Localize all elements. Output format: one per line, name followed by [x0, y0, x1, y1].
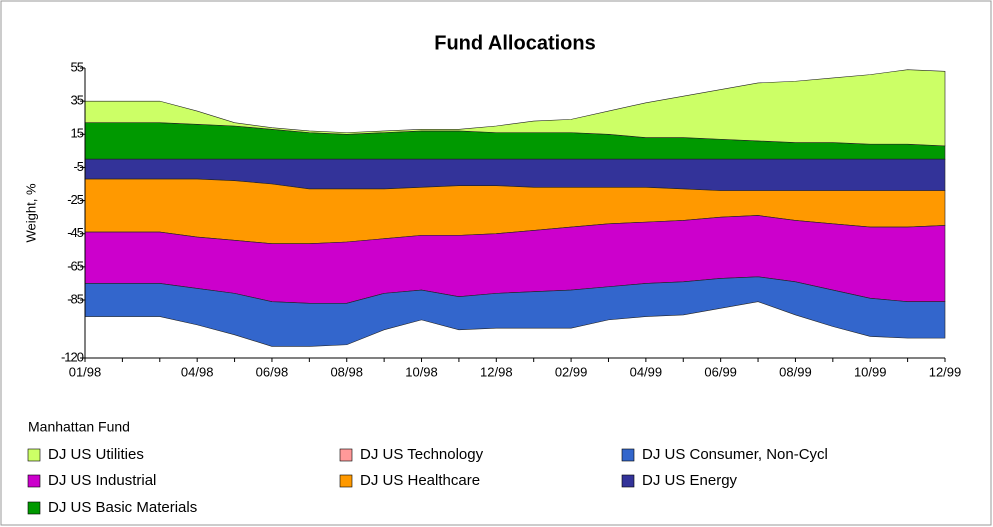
x-tick-label: 01/98	[69, 364, 102, 379]
legend-swatch	[339, 474, 353, 488]
legend-label: DJ US Technology	[360, 446, 484, 463]
y-tick-label: 35	[71, 93, 84, 108]
y-tick-label: -120	[61, 349, 84, 364]
y-tick-label: -5	[73, 159, 83, 174]
legend-label: DJ US Consumer, Non-Cycl	[642, 446, 828, 463]
x-tick-label: 04/98	[181, 364, 214, 379]
x-tick-label: 08/98	[330, 364, 363, 379]
x-tick-label: 06/98	[256, 364, 289, 379]
x-tick-label: 02/99	[555, 364, 588, 379]
y-tick-label: -45	[67, 225, 84, 240]
x-tick-label: 12/99	[929, 364, 962, 379]
legend-swatch	[27, 448, 41, 462]
y-axis-label: Weight, %	[23, 183, 38, 242]
legend-label: DJ US Basic Materials	[48, 499, 197, 516]
legend-swatch	[339, 448, 353, 462]
area	[84, 69, 946, 147]
legend-swatch	[27, 501, 41, 515]
legend-swatch	[621, 474, 635, 488]
legend-swatch	[27, 474, 41, 488]
legend-label: DJ US Industrial	[48, 472, 156, 489]
chart-title: Fund Allocations	[434, 32, 595, 54]
x-tick-label: 08/99	[779, 364, 812, 379]
x-tick-label: 12/98	[480, 364, 513, 379]
legend-label: DJ US Energy	[642, 472, 738, 489]
legend-swatch	[621, 448, 635, 462]
legend-label: DJ US Healthcare	[360, 472, 480, 489]
y-tick-label: 55	[71, 59, 84, 74]
x-tick-label: 10/99	[854, 364, 887, 379]
x-tick-label: 06/99	[704, 364, 737, 379]
y-tick-label: -85	[67, 291, 84, 306]
x-tick-label: 10/98	[405, 364, 438, 379]
y-tick-label: 15	[71, 126, 84, 141]
legend-title: Manhattan Fund	[28, 419, 130, 435]
y-tick-label: -65	[67, 258, 84, 273]
legend-label: DJ US Utilities	[48, 446, 144, 463]
y-tick-label: -25	[67, 192, 84, 207]
x-tick-label: 04/99	[630, 364, 663, 379]
area	[84, 276, 946, 347]
